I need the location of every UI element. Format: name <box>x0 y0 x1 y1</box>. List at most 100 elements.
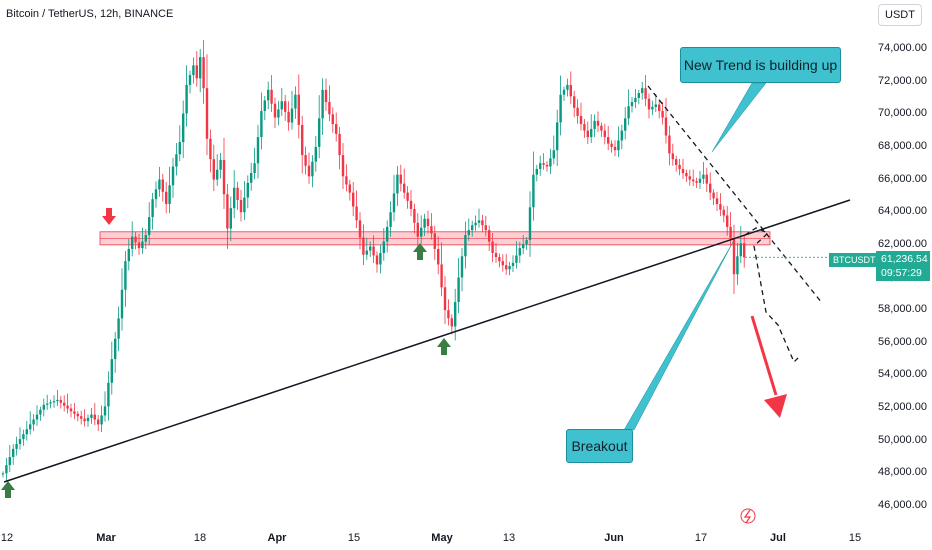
candle-body <box>562 89 566 95</box>
candle-body <box>729 226 732 239</box>
candle-body <box>358 220 362 238</box>
candle-body <box>457 277 460 302</box>
candle-body <box>658 104 661 112</box>
candle-body <box>545 164 549 167</box>
candle-body <box>406 192 409 201</box>
y-tick-label: 68,000.00 <box>878 139 927 152</box>
candle-body <box>131 236 134 249</box>
candle-body <box>477 220 481 223</box>
candle-body <box>685 173 688 177</box>
y-tick-label: 50,000.00 <box>878 433 927 446</box>
candle-body <box>471 225 474 231</box>
candle-body <box>168 185 171 205</box>
new-trend-pointer <box>711 82 767 153</box>
candle-body <box>273 103 277 118</box>
candle-body <box>171 166 175 186</box>
ticker-badge: BTCUSDT <box>829 253 880 267</box>
candle-body <box>311 161 314 177</box>
y-tick-label: 74,000.00 <box>878 42 927 54</box>
up-arrow-icon <box>417 252 423 260</box>
candle-body <box>229 208 232 229</box>
candle-body <box>688 176 691 180</box>
last-price-value: 61,236.54 <box>881 253 928 265</box>
candle-body <box>590 128 593 138</box>
lightning-icon <box>743 509 752 524</box>
last-price-badge: 61,236.54 09:57:29 <box>876 251 930 281</box>
candle-body <box>474 222 477 226</box>
candle-body <box>141 241 144 249</box>
candle-body <box>617 140 620 151</box>
new-trend-callout[interactable]: New Trend is building up <box>680 47 841 83</box>
candle-body <box>97 419 100 425</box>
candle-body <box>399 174 402 184</box>
candle-body <box>365 250 368 255</box>
chart-title: Bitcoin / TetherUS, 12h, BINANCE <box>6 8 174 20</box>
candle-body <box>86 417 90 422</box>
candle-body <box>318 118 321 147</box>
candle-body <box>467 230 470 236</box>
candle-body <box>719 204 722 210</box>
candle-body <box>324 89 328 103</box>
candle-body <box>396 174 399 194</box>
candle-body <box>593 120 596 129</box>
candle-body <box>454 301 457 327</box>
candle-body <box>117 318 120 339</box>
candle-body <box>586 130 589 138</box>
x-tick-label: 18 <box>193 532 207 544</box>
candle-body <box>56 399 59 402</box>
candle-body <box>447 310 450 319</box>
candle-body <box>491 241 494 254</box>
candle-body <box>250 173 253 183</box>
candle-body <box>246 182 249 198</box>
y-tick-label: 64,000.00 <box>878 205 927 218</box>
y-tick-label: 54,000.00 <box>878 368 927 381</box>
candle-body <box>481 220 484 226</box>
candle-body <box>440 264 443 288</box>
candle-body <box>692 179 695 182</box>
down-arrow-shaft <box>750 315 778 396</box>
trendline-support <box>3 199 851 483</box>
candle-body <box>630 102 634 107</box>
candle-body <box>195 65 198 79</box>
candle-body <box>151 199 154 218</box>
candlestick-series <box>1 40 746 482</box>
y-tick-label: 66,000.00 <box>878 172 927 185</box>
candle-body <box>267 89 270 101</box>
candle-body <box>236 187 239 200</box>
candle-body <box>450 318 453 327</box>
x-tick-label: 13 <box>502 532 516 544</box>
candle-body <box>42 404 45 410</box>
x-tick-label: Apr <box>267 532 287 544</box>
candle-body <box>678 164 681 169</box>
candle-body <box>664 117 668 136</box>
y-tick-label: 70,000.00 <box>878 107 927 120</box>
candle-body <box>549 158 552 167</box>
y-tick-label: 52,000.00 <box>878 401 927 414</box>
candle-body <box>522 244 525 249</box>
candle-body <box>277 109 280 118</box>
candle-body <box>209 138 212 160</box>
bar-countdown: 09:57:29 <box>881 267 922 279</box>
candle-body <box>107 382 110 407</box>
candle-body <box>205 88 209 139</box>
candle-body <box>175 154 178 167</box>
candle-body <box>494 253 498 258</box>
breakout-callout[interactable]: Breakout <box>566 429 633 463</box>
candle-body <box>239 199 243 213</box>
candle-body <box>610 143 613 147</box>
candle-body <box>379 253 382 265</box>
up-arrow-icon <box>413 243 427 252</box>
candle-body <box>5 465 8 474</box>
currency-button[interactable]: USDT <box>878 4 922 26</box>
candle-body <box>73 411 76 414</box>
candle-body <box>518 248 521 256</box>
candle-body <box>294 94 297 109</box>
candle-body <box>556 122 559 151</box>
candle-body <box>430 226 433 234</box>
candle-body <box>607 137 610 144</box>
candle-body <box>702 174 705 179</box>
candle-body <box>579 115 583 125</box>
candle-body <box>22 434 25 440</box>
candle-body <box>651 106 654 110</box>
candle-body <box>389 212 392 227</box>
